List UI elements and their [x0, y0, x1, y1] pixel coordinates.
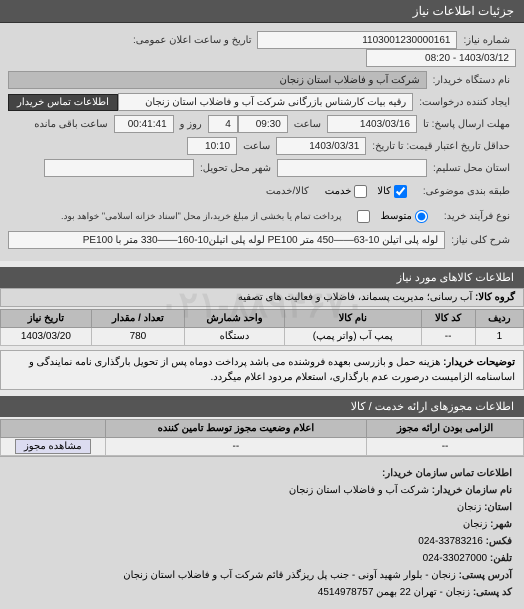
buyer-field: شرکت آب و فاضلاب استان زنجان: [8, 71, 427, 89]
contact-button[interactable]: اطلاعات تماس خریدار: [8, 94, 118, 111]
budget-label: طبقه بندی موضوعی:: [417, 184, 516, 199]
validity-date: 1403/03/31: [276, 137, 366, 155]
view-auth-button[interactable]: مشاهده مجوز: [15, 439, 91, 454]
table-row: 1 -- پمپ آب (واتر پمپ) دستگاه 780 1403/0…: [1, 328, 524, 346]
cb-goods[interactable]: کالا: [377, 185, 407, 198]
group-label: گروه کالا:: [475, 292, 515, 303]
pub-date-field: 1403/03/12 - 08:20: [366, 49, 516, 67]
payment-note: پرداخت تمام یا بخشی از مبلغ خرید،از محل …: [55, 209, 347, 224]
desc-label: شرح کلی نیاز:: [445, 233, 516, 248]
countdown: 00:41:41: [114, 115, 174, 133]
remain-suffix: ساعت باقی مانده: [28, 117, 113, 132]
note-label: توضیحات خریدار:: [443, 357, 515, 368]
days-left: 4: [208, 115, 238, 133]
watermark: ۰۲۱-۸۸۹۴۶۷۰: [159, 284, 364, 326]
cb-pay[interactable]: [357, 210, 370, 223]
auth-col1: الزامی بودن ارائه مجوز: [367, 420, 524, 438]
pub-date-label: تاریخ و ساعت اعلان عمومی:: [127, 33, 258, 48]
header-bar: جزئیات اطلاعات نیاز: [0, 0, 524, 23]
buyer-note: توضیحات خریدار: هزینه حمل و بازرسی بعهده…: [0, 350, 524, 390]
contact-title: اطلاعات تماس سازمان خریدار:: [382, 468, 512, 479]
col-row: ردیف: [475, 310, 523, 328]
auth-row: -- -- مشاهده مجوز: [1, 438, 524, 456]
contact-box: اطلاعات تماس سازمان خریدار: نام سازمان خ…: [0, 456, 524, 609]
req-no-label: شماره نیاز:: [457, 33, 516, 48]
requester-field: رقیه بیات کارشناس بازرگانی شرکت آب و فاض…: [118, 93, 413, 111]
validity-label: حداقل تاریخ اعتبار قیمت: تا تاریخ:: [366, 139, 516, 154]
deadline-label: مهلت ارسال پاسخ: تا: [417, 117, 516, 132]
auth-col3: [1, 420, 106, 438]
city-label: شهر محل تحویل:: [194, 161, 277, 176]
province-label: استان محل تسلیم:: [427, 161, 516, 176]
days-suffix: روز و: [174, 117, 208, 132]
requester-label: ایجاد کننده درخواست:: [413, 95, 516, 110]
city-field: [44, 159, 194, 177]
form-area: شماره نیاز: 1103001230000161 تاریخ و ساع…: [0, 23, 524, 261]
time-label-1: ساعت: [288, 117, 327, 132]
buyer-label: نام دستگاه خریدار:: [427, 73, 516, 88]
payment-label: نوع فرآیند خرید:: [438, 209, 516, 224]
cash-label: کالا/خدمت: [260, 184, 315, 199]
col-date: تاریخ نیاز: [1, 310, 92, 328]
auth-col2: اعلام وضعیت مجوز توسط تامین کننده: [105, 420, 367, 438]
validity-time: 10:10: [187, 137, 237, 155]
header-title: جزئیات اطلاعات نیاز: [413, 4, 514, 18]
cb-service[interactable]: خدمت: [325, 185, 368, 198]
cb-medium[interactable]: متوسط: [380, 210, 427, 223]
auth-table: الزامی بودن ارائه مجوز اعلام وضعیت مجوز …: [0, 419, 524, 456]
auth-section-title: اطلاعات مجوزهای ارائه خدمت / کالا: [0, 396, 524, 417]
req-no-field: 1103001230000161: [257, 31, 457, 49]
province-field: [277, 159, 427, 177]
deadline-time: 09:30: [238, 115, 288, 133]
deadline-date: 1403/03/16: [327, 115, 417, 133]
col-code: کد کالا: [421, 310, 475, 328]
desc-field: لوله پلی اتیلن 10-63——450 متر PE100 لوله…: [8, 231, 445, 249]
time-label-2: ساعت: [237, 139, 276, 154]
